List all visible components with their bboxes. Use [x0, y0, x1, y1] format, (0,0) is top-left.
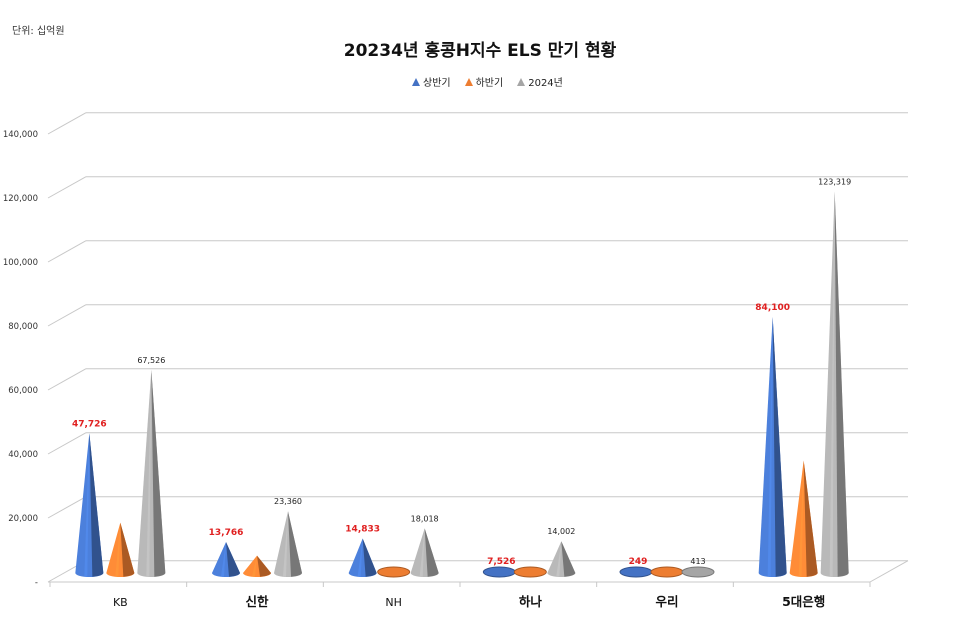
data-label: 249: [629, 557, 648, 567]
cone-shade: [772, 316, 787, 577]
x-tick-label: 하나: [519, 594, 543, 609]
legend-label-year-total: 2024년: [528, 78, 563, 89]
y-tick-label: 60,000: [8, 386, 38, 396]
cone-shade: [362, 538, 377, 577]
cone-mark: [681, 566, 715, 578]
gridline-side: [47, 112, 87, 135]
y-tick-label: -: [35, 578, 38, 588]
x-tick-label: 우리: [655, 594, 678, 609]
cone-mark: [482, 566, 516, 578]
cone-shade: [834, 191, 849, 577]
data-label: 84,100: [755, 303, 790, 313]
gridline-side: [47, 304, 87, 327]
data-label: 67,526: [137, 356, 165, 365]
data-label: 13,766: [209, 528, 244, 538]
cone-mark: [650, 566, 684, 578]
data-label: 14,833: [345, 525, 380, 535]
gridline-side: [47, 496, 87, 519]
y-tick-label: 20,000: [8, 514, 38, 524]
legend-label-first-half: 상반기: [423, 78, 451, 89]
cone-highlight: [767, 316, 773, 577]
cone-highlight: [221, 541, 226, 577]
data-label: 413: [690, 557, 705, 566]
cone-shade: [803, 460, 818, 577]
cone-highlight: [556, 541, 562, 577]
cone-highlight: [252, 555, 257, 577]
cone-shade: [89, 433, 104, 577]
cone-highlight: [798, 460, 804, 577]
legend-item-year-total: 2024년: [517, 74, 563, 89]
cone-highlight: [829, 191, 835, 577]
y-tick-label: 80,000: [8, 322, 38, 332]
data-label: 123,319: [818, 177, 851, 186]
legend-item-second-half: 하반기: [464, 74, 504, 89]
cone-highlight: [419, 528, 425, 577]
chart-title: 20234년 홍콩H지수 ELS 만기 현황: [343, 41, 617, 61]
x-tick-label: 신한: [245, 594, 269, 609]
gridline-side: [47, 176, 87, 199]
cone-mark: [619, 566, 653, 578]
cone-shade: [257, 555, 271, 577]
cone-shade: [226, 541, 240, 577]
gridline-side: [47, 432, 87, 455]
legend: 상반기 하반기 2024년: [412, 74, 563, 89]
y-tick-label: 100,000: [3, 258, 38, 268]
data-label: 18,018: [411, 514, 439, 523]
unit-label: 단위: 십억원: [12, 26, 65, 37]
y-tick-label: 140,000: [3, 130, 38, 140]
x-tick-label: NH: [385, 596, 402, 609]
y-tick-label: 120,000: [3, 194, 38, 204]
floor-side-edge: [869, 560, 909, 583]
cone-shade: [120, 522, 135, 577]
legend-swatch-first-half: [412, 77, 420, 86]
data-label: 47,726: [72, 419, 107, 429]
data-label: 14,002: [547, 527, 575, 536]
cone-shade: [424, 528, 439, 577]
x-tick-label: KB: [113, 596, 128, 609]
legend-item-first-half: 상반기: [412, 74, 451, 89]
cone-highlight: [115, 522, 121, 577]
legend-swatch-year-total: [517, 77, 526, 86]
legend-swatch-second-half: [464, 77, 473, 86]
cone-shade: [151, 369, 166, 577]
cone-highlight: [357, 538, 363, 577]
cone-shade: [561, 541, 576, 577]
y-tick-label: 40,000: [8, 450, 38, 460]
x-tick-label: 5대은행: [782, 594, 825, 609]
data-label: 23,360: [274, 497, 302, 506]
gridline-side: [47, 368, 87, 391]
legend-label-second-half: 하반기: [475, 78, 504, 89]
cone-mark: [513, 566, 547, 578]
cone-highlight: [146, 369, 152, 577]
data-label: 7,526: [487, 557, 515, 567]
gridline-side: [47, 240, 87, 263]
cone-shade: [288, 511, 302, 577]
cone-highlight: [283, 511, 288, 577]
cone-mark: [377, 566, 411, 578]
cone-highlight: [84, 433, 90, 577]
